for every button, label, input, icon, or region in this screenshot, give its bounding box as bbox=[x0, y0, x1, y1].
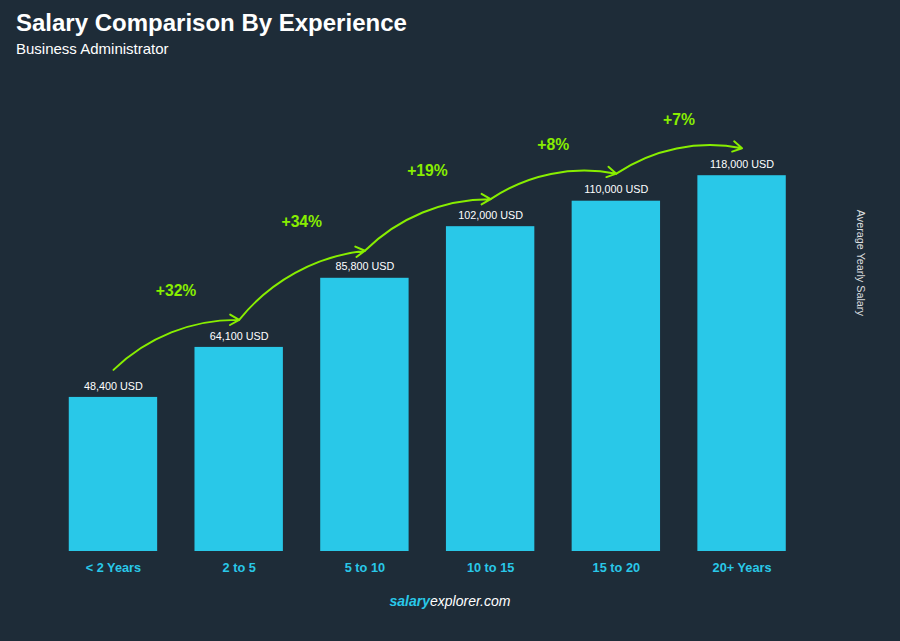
svg-text:+19%: +19% bbox=[407, 162, 448, 179]
svg-text:15 to 20: 15 to 20 bbox=[593, 560, 640, 575]
html-text:Business Administrator: Business Administrator bbox=[16, 40, 169, 57]
svg-text:+32%: +32% bbox=[156, 282, 197, 299]
svg-text:110,000 USD: 110,000 USD bbox=[584, 183, 648, 195]
svg-text:64,100 USD: 64,100 USD bbox=[210, 330, 269, 342]
svg-text:102,000 USD: 102,000 USD bbox=[458, 209, 523, 221]
svg-text:10 to 15: 10 to 15 bbox=[467, 560, 514, 575]
html-text:Salary Comparison By Experienc: Salary Comparison By Experience bbox=[16, 9, 407, 36]
svg-text:< 2 Years: < 2 Years bbox=[86, 560, 141, 575]
svg-text:+8%: +8% bbox=[537, 136, 569, 153]
svg-text:85,800 USD: 85,800 USD bbox=[335, 260, 394, 272]
svg-text:+34%: +34% bbox=[281, 213, 322, 230]
svg-text:+7%: +7% bbox=[663, 111, 695, 128]
svg-text:118,000 USD: 118,000 USD bbox=[710, 158, 774, 170]
svg-text:48,400 USD: 48,400 USD bbox=[84, 380, 143, 392]
svg-text:5 to 10: 5 to 10 bbox=[345, 560, 385, 575]
html-text:salary explorer.com: salary explorer.com bbox=[389, 593, 511, 610]
svg-text:2 to 5: 2 to 5 bbox=[223, 560, 256, 575]
svg-text:20+ Years: 20+ Years bbox=[713, 560, 772, 575]
svg-text:Average Yearly Salary: Average Yearly Salary bbox=[855, 210, 867, 317]
